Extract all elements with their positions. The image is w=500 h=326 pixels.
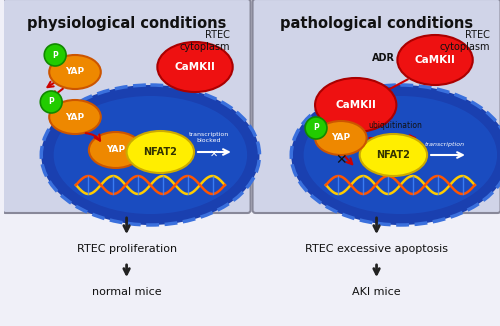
Ellipse shape bbox=[158, 42, 232, 92]
Text: ADR: ADR bbox=[372, 53, 395, 63]
Text: YAP: YAP bbox=[106, 145, 125, 155]
Circle shape bbox=[305, 117, 327, 139]
Ellipse shape bbox=[291, 85, 500, 225]
Ellipse shape bbox=[304, 96, 497, 214]
Text: CaMKII: CaMKII bbox=[174, 62, 216, 72]
Ellipse shape bbox=[126, 131, 194, 173]
Ellipse shape bbox=[360, 134, 427, 176]
Text: CaMKII: CaMKII bbox=[336, 100, 376, 110]
Text: RTEC
cytoplasm: RTEC cytoplasm bbox=[439, 30, 490, 52]
Ellipse shape bbox=[315, 121, 366, 155]
Text: P: P bbox=[48, 97, 54, 107]
Circle shape bbox=[44, 44, 66, 66]
Text: YAP: YAP bbox=[66, 112, 84, 122]
Ellipse shape bbox=[54, 96, 247, 214]
Text: RTEC excessive apoptosis: RTEC excessive apoptosis bbox=[305, 244, 448, 254]
Ellipse shape bbox=[49, 100, 101, 134]
Ellipse shape bbox=[42, 85, 260, 225]
FancyBboxPatch shape bbox=[2, 0, 250, 213]
Text: NFAT2: NFAT2 bbox=[376, 150, 410, 160]
Ellipse shape bbox=[315, 78, 396, 132]
Text: YAP: YAP bbox=[332, 134, 350, 142]
Text: transcription: transcription bbox=[425, 142, 465, 147]
Text: AKI mice: AKI mice bbox=[352, 287, 401, 297]
Circle shape bbox=[40, 91, 62, 113]
Text: ✕: ✕ bbox=[210, 149, 218, 159]
Text: CaMKII: CaMKII bbox=[414, 55, 456, 65]
Text: RTEC
cytoplasm: RTEC cytoplasm bbox=[179, 30, 230, 52]
Text: RTEC proliferation: RTEC proliferation bbox=[76, 244, 176, 254]
Ellipse shape bbox=[49, 55, 101, 89]
Ellipse shape bbox=[89, 132, 142, 168]
Text: NFAT2: NFAT2 bbox=[144, 147, 177, 157]
Text: ✕: ✕ bbox=[335, 153, 346, 167]
Text: pathological conditions: pathological conditions bbox=[280, 16, 473, 31]
Ellipse shape bbox=[398, 35, 473, 85]
Text: physiological conditions: physiological conditions bbox=[27, 16, 226, 31]
Text: normal mice: normal mice bbox=[92, 287, 162, 297]
Text: P: P bbox=[52, 51, 58, 60]
Text: ubiquitination: ubiquitination bbox=[368, 121, 422, 130]
Text: P: P bbox=[313, 124, 319, 132]
FancyBboxPatch shape bbox=[252, 0, 500, 213]
Text: YAP: YAP bbox=[66, 67, 84, 77]
Text: transcription
blocked: transcription blocked bbox=[189, 132, 229, 143]
